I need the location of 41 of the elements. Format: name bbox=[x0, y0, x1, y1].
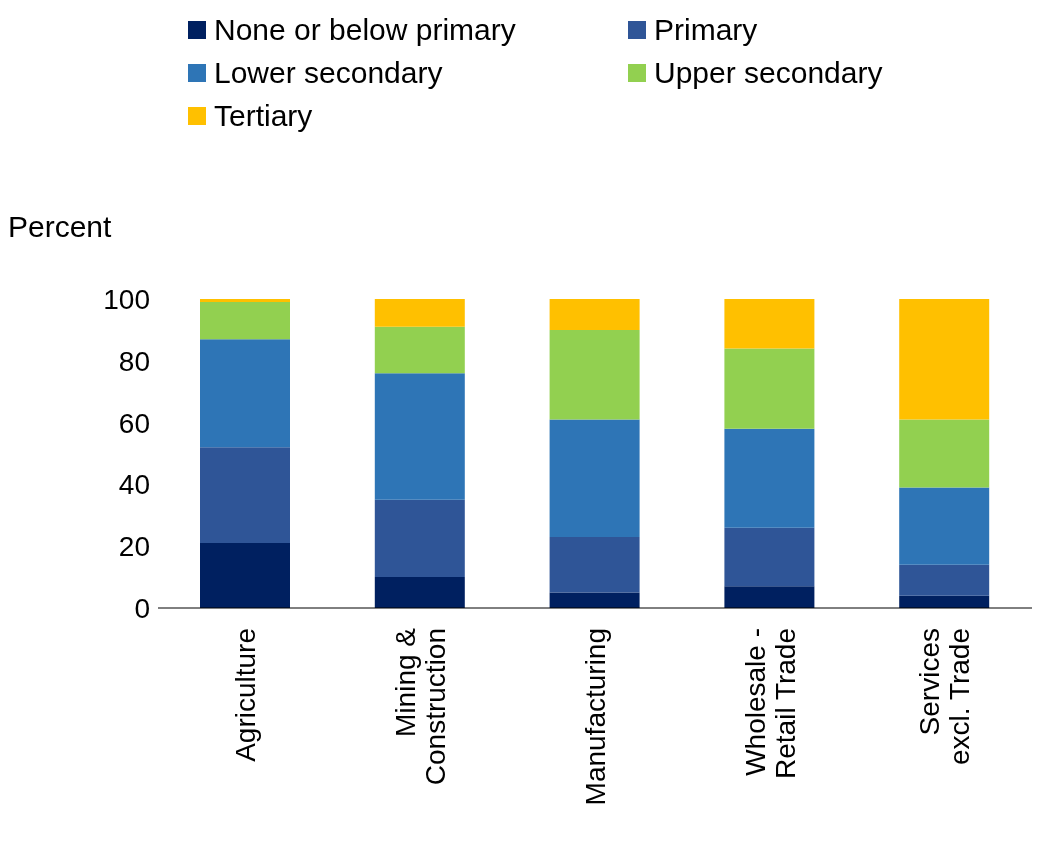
bar bbox=[374, 326, 465, 374]
legend-label: Upper secondary bbox=[654, 55, 883, 91]
y-tick-label: 100 bbox=[103, 283, 150, 315]
bar bbox=[374, 499, 465, 578]
legend-label: None or below primary bbox=[214, 12, 516, 48]
bar bbox=[200, 543, 290, 608]
bar bbox=[374, 577, 465, 608]
bar bbox=[200, 447, 290, 544]
x-tick-label: Mining & Construction bbox=[390, 627, 451, 786]
bar bbox=[549, 592, 640, 608]
bar bbox=[724, 527, 815, 587]
legend-label: Primary bbox=[654, 12, 758, 48]
bar bbox=[724, 299, 815, 349]
y-tick-label: 60 bbox=[118, 407, 150, 439]
y-tick-label: 20 bbox=[118, 531, 150, 563]
x-tick-label: Manufacturing bbox=[579, 628, 611, 806]
y-axis-title: Percent bbox=[8, 210, 113, 243]
bar bbox=[724, 348, 815, 429]
bar bbox=[374, 299, 465, 327]
y-tick-label: 80 bbox=[118, 345, 150, 377]
y-tick-label: 40 bbox=[118, 469, 150, 501]
bar bbox=[899, 487, 990, 565]
legend-label: Lower secondary bbox=[214, 55, 443, 91]
bar bbox=[200, 339, 290, 448]
x-tick-label: Services excl. Trade bbox=[914, 628, 976, 765]
bar bbox=[899, 299, 990, 420]
bar bbox=[899, 564, 990, 596]
y-tick-label: 0 bbox=[134, 592, 150, 624]
bar bbox=[549, 329, 640, 420]
x-tick-label: Agriculture bbox=[230, 628, 262, 762]
bar bbox=[899, 419, 990, 488]
legend-label: Tertiary bbox=[214, 98, 313, 134]
bar bbox=[724, 586, 815, 608]
bar bbox=[374, 373, 465, 500]
bar bbox=[549, 299, 640, 330]
bar bbox=[200, 302, 290, 340]
bar bbox=[549, 536, 640, 593]
bar bbox=[200, 299, 290, 303]
x-tick-label: Wholesale - Retail Trade bbox=[739, 628, 801, 779]
bar bbox=[724, 428, 815, 528]
bar bbox=[549, 419, 640, 537]
